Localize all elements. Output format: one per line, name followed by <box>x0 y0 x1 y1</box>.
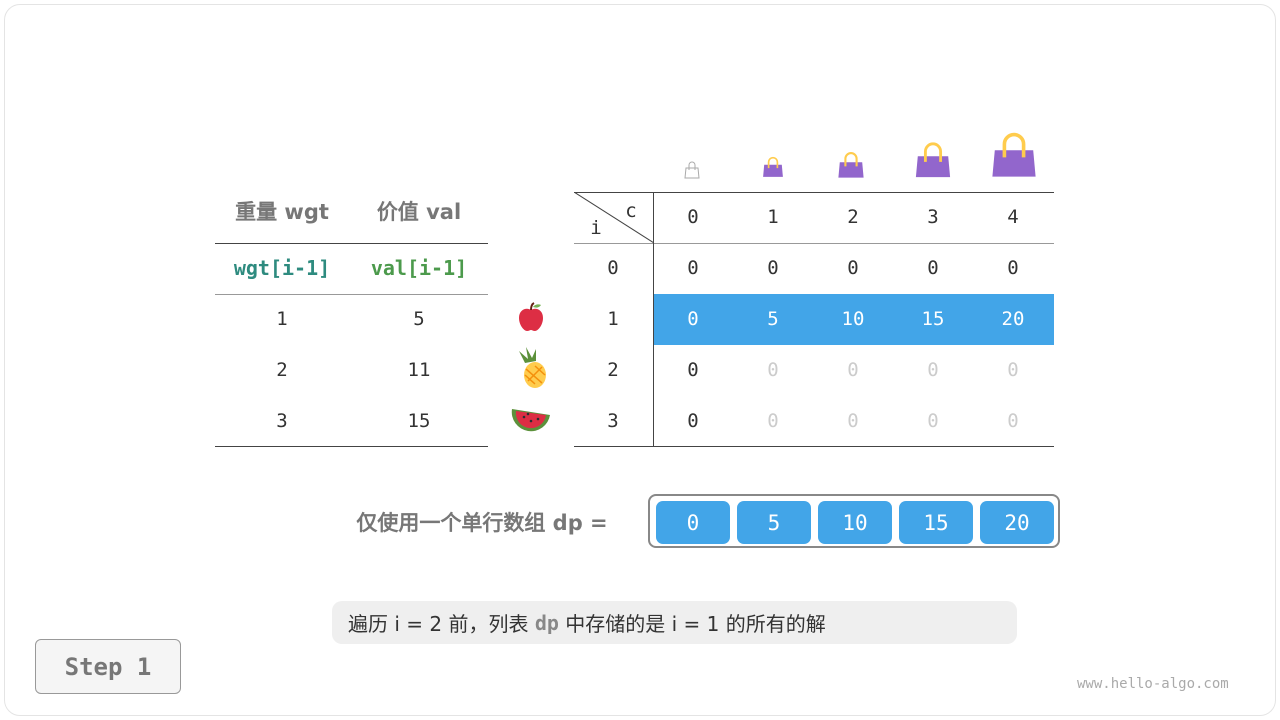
dp-cell: 15 <box>921 308 945 330</box>
val-cell: 11 <box>407 359 431 381</box>
dp-cell: 0 <box>927 359 939 381</box>
subheader-wgt: wgt[i-1] <box>233 256 331 280</box>
header-value: 价值 val <box>376 200 462 224</box>
dp-cell: 20 <box>1001 308 1025 330</box>
dp-cell: 0 <box>847 257 859 279</box>
note-text: 遍历 i = 2 前，列表 <box>348 612 535 636</box>
wgt-cell: 2 <box>276 359 288 381</box>
dp-cell: 0 <box>927 257 939 279</box>
row-label: 2 <box>607 359 619 381</box>
dp-cell: 0 <box>847 359 859 381</box>
bag-icon <box>915 142 951 178</box>
subheader-val: val[i-1] <box>370 256 468 280</box>
dp-cell: 10 <box>841 308 865 330</box>
dp-cell: 0 <box>1007 359 1019 381</box>
dp-cell: 0 <box>687 359 699 381</box>
note-text: 中存储的是 i = 1 的所有的解 <box>558 612 826 636</box>
row-label: 0 <box>607 257 619 279</box>
wgt-cell: 3 <box>276 410 288 432</box>
divider <box>215 294 488 295</box>
col-header: 1 <box>767 206 779 228</box>
divider <box>574 243 1054 244</box>
dp-cell: 0 <box>1007 410 1019 432</box>
dp-cell: 0 <box>767 257 779 279</box>
col-header: 0 <box>687 206 699 228</box>
dp-cell: 5 <box>737 501 811 544</box>
dp-cell: 0 <box>687 257 699 279</box>
val-cell: 5 <box>413 308 425 330</box>
dp-cell: 0 <box>847 410 859 432</box>
divider <box>574 446 1054 447</box>
bag-icon <box>763 156 783 177</box>
note: 遍历 i = 2 前，列表 dp 中存储的是 i = 1 的所有的解 <box>332 601 1017 644</box>
highlight-row <box>654 294 1054 345</box>
col-header: 3 <box>927 206 939 228</box>
note-dp: dp <box>534 610 559 635</box>
bag-icon <box>992 132 1036 177</box>
corner-i: i <box>590 217 602 239</box>
frame <box>4 4 1276 716</box>
header-weight: 重量 wgt <box>235 200 329 224</box>
col-header: 2 <box>847 206 859 228</box>
dp-cell: 0 <box>767 410 779 432</box>
corner-diagonal <box>574 192 654 243</box>
step-button[interactable]: Step 1 <box>35 639 181 694</box>
divider <box>215 243 488 244</box>
val-cell: 15 <box>407 410 431 432</box>
divider <box>574 192 1054 193</box>
watermelon-icon <box>511 409 550 432</box>
bag-icon-empty <box>684 161 700 179</box>
wgt-cell: 1 <box>276 308 288 330</box>
dp-array <box>648 494 1060 548</box>
dp-cell: 0 <box>927 410 939 432</box>
dp-cell: 5 <box>767 308 779 330</box>
row-label: 3 <box>607 410 619 432</box>
dp-cell: 0 <box>687 308 699 330</box>
dp-cell: 0 <box>1007 257 1019 279</box>
bag-icon <box>838 152 864 178</box>
dp-cell: 0 <box>687 410 699 432</box>
divider <box>653 192 654 446</box>
dp-cell: 20 <box>980 501 1054 544</box>
dp-array-label: 仅使用一个单行数组 dp = <box>356 511 608 535</box>
pineapple-icon <box>519 347 546 388</box>
watermark: www.hello-algo.com <box>1077 676 1229 692</box>
corner-c: c <box>625 200 637 222</box>
col-header: 4 <box>1007 206 1019 228</box>
dp-cell: 10 <box>818 501 892 544</box>
dp-cell: 15 <box>899 501 973 544</box>
dp-cell: 0 <box>767 359 779 381</box>
dp-cell: 0 <box>656 501 730 544</box>
row-label: 1 <box>607 308 619 330</box>
apple-icon <box>519 302 543 331</box>
divider <box>215 446 488 447</box>
